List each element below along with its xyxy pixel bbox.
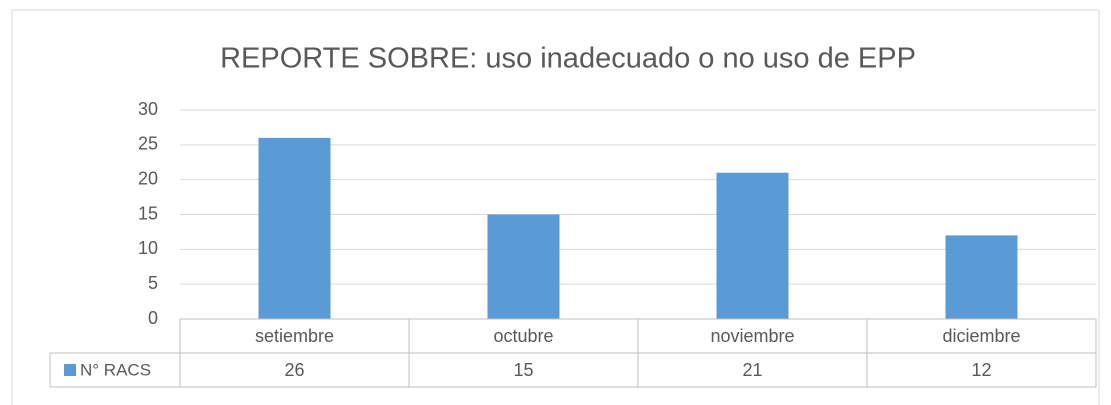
table-value: 15 <box>513 360 533 380</box>
x-tick-label: octubre <box>493 326 553 346</box>
y-tick-label: 20 <box>138 168 158 188</box>
y-tick-label: 15 <box>138 203 158 223</box>
chart-title: REPORTE SOBRE: uso inadecuado o no uso d… <box>220 43 916 75</box>
x-tick-label: noviembre <box>710 326 794 346</box>
table-value: 12 <box>971 360 991 380</box>
x-tick-label: diciembre <box>942 326 1020 346</box>
y-tick-label: 10 <box>138 238 158 258</box>
table-value: 21 <box>742 360 762 380</box>
y-tick-label: 30 <box>138 99 158 119</box>
table-value: 26 <box>284 360 304 380</box>
bar <box>945 235 1018 319</box>
x-tick-label: setiembre <box>255 326 334 346</box>
bar <box>716 172 789 319</box>
y-tick-label: 25 <box>138 134 158 154</box>
legend-label: N° RACS <box>80 360 151 379</box>
chart-border <box>11 9 1100 405</box>
legend-swatch <box>64 364 76 376</box>
y-tick-label: 5 <box>148 273 158 293</box>
bar <box>487 214 560 319</box>
y-tick-label: 0 <box>148 308 158 328</box>
bar <box>258 137 331 319</box>
